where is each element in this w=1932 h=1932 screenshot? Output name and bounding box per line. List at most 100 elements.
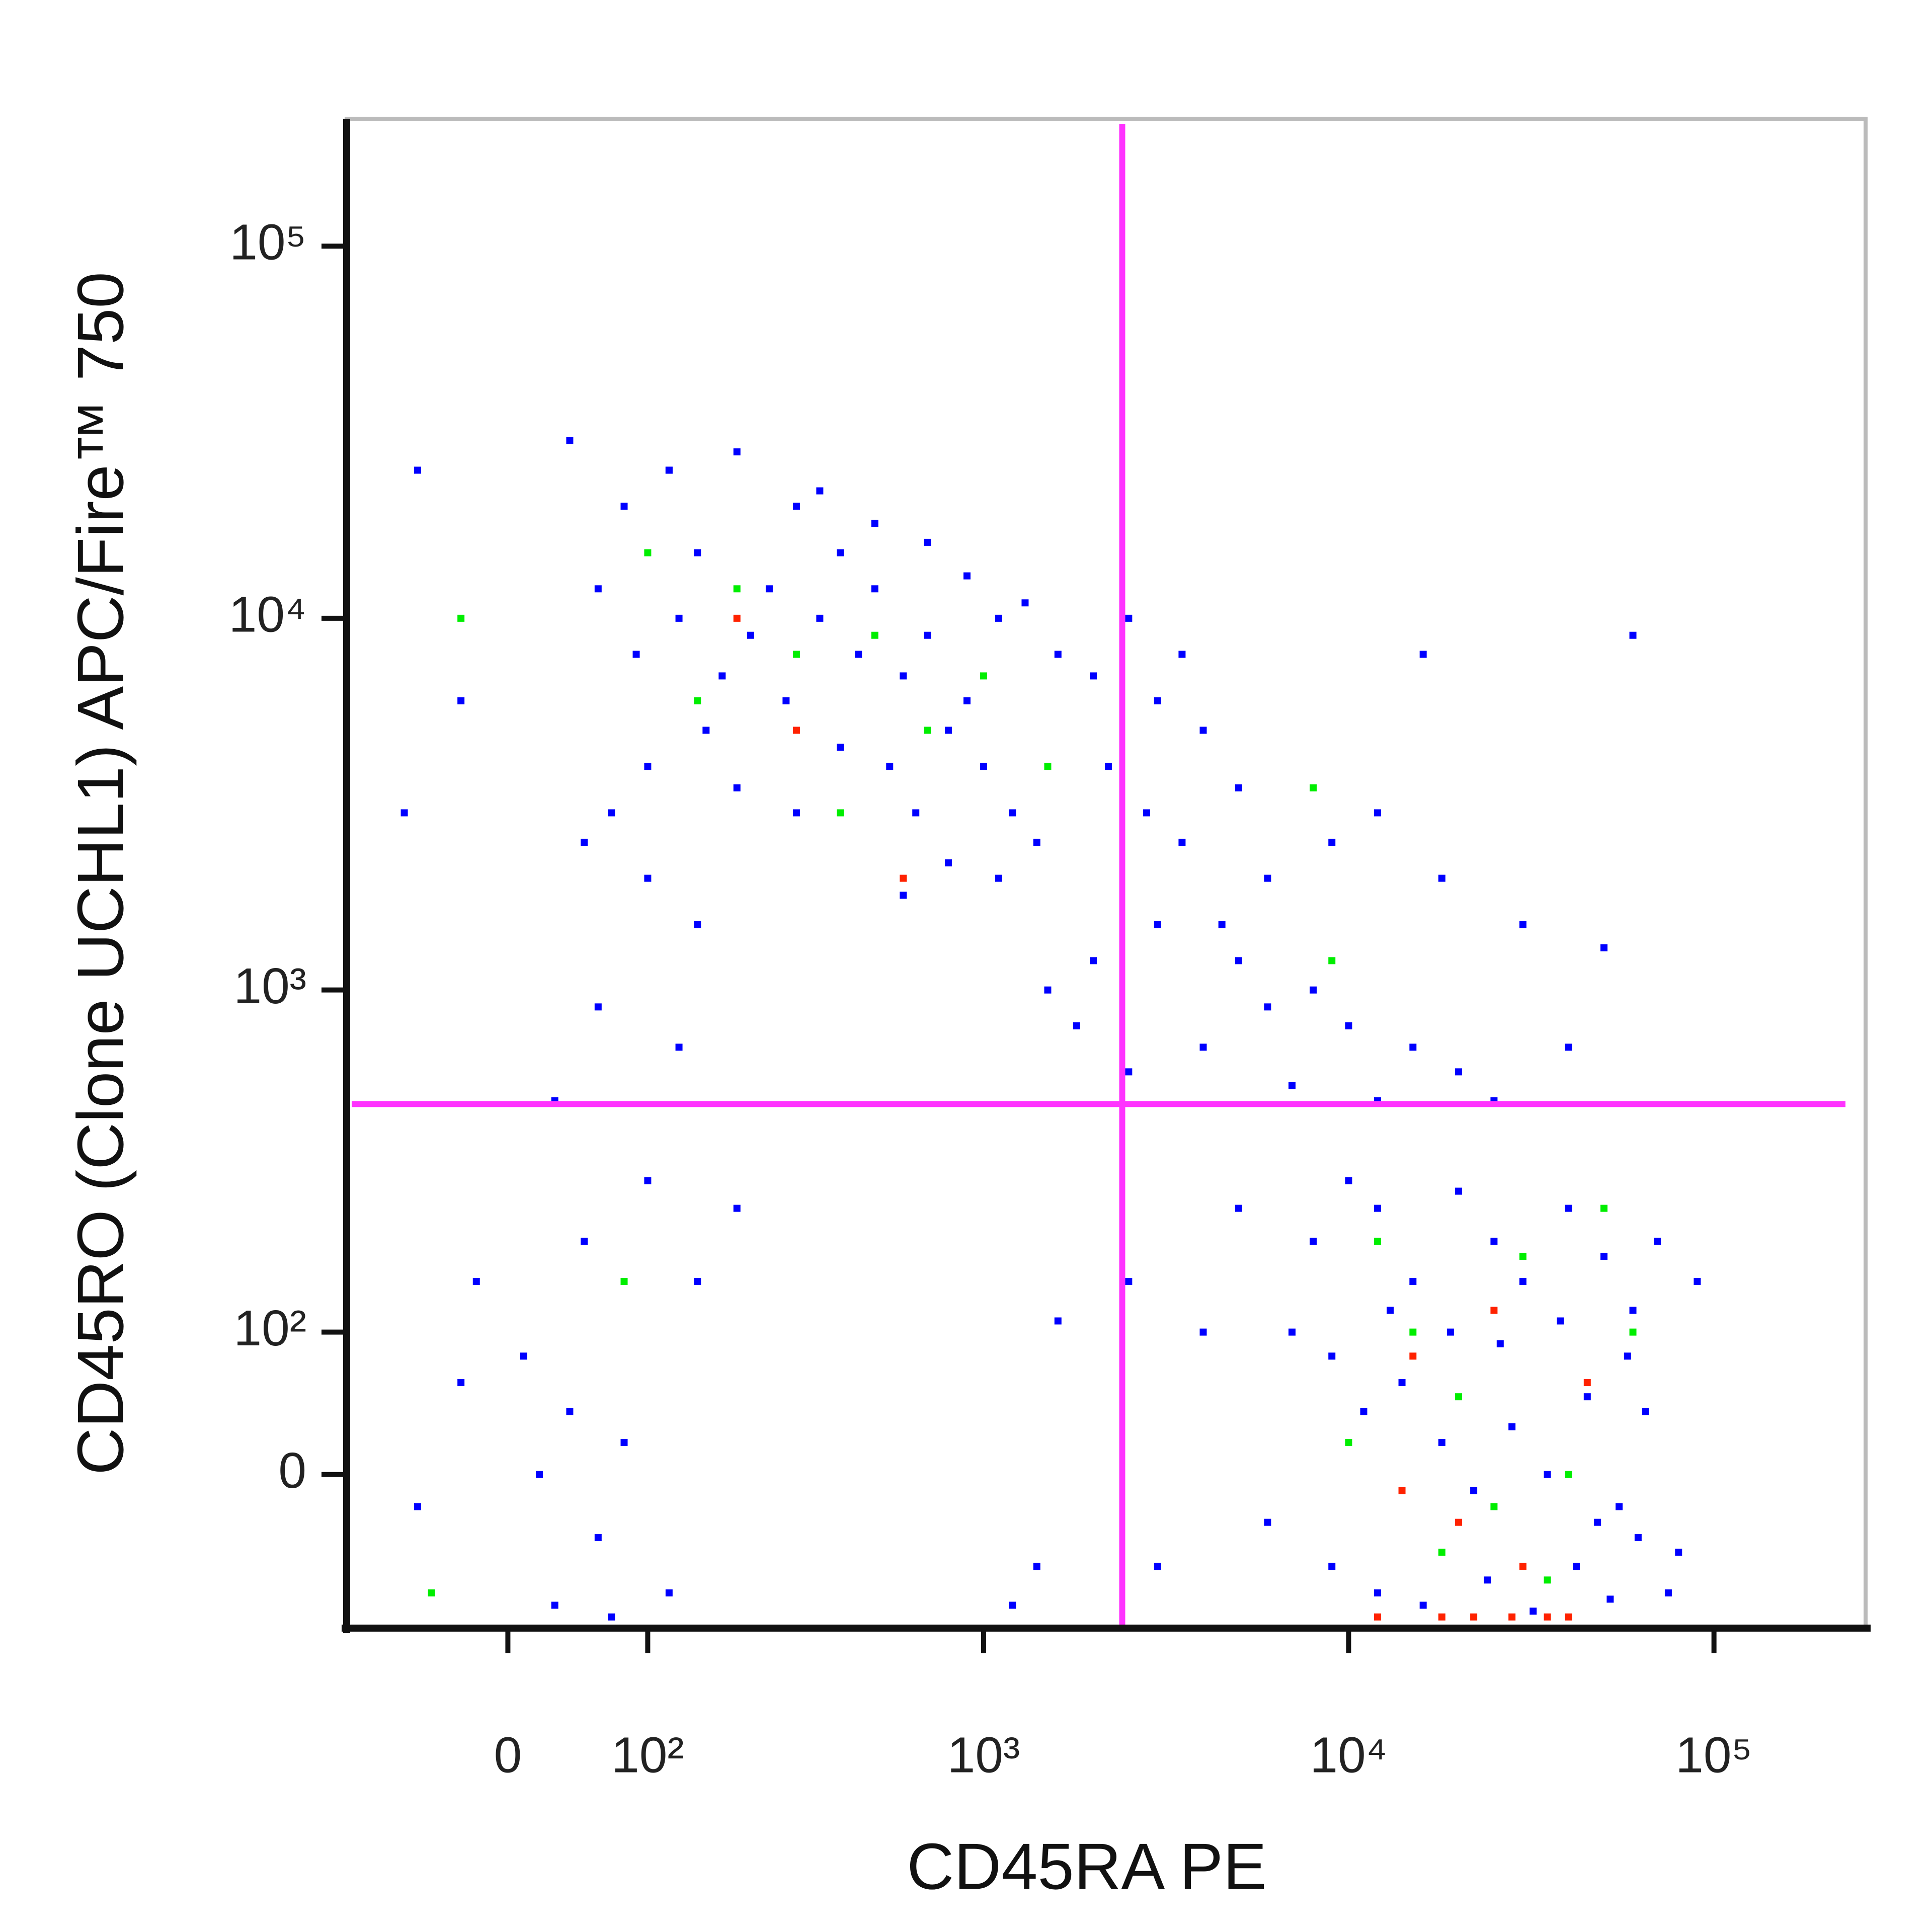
dot (1508, 1423, 1516, 1430)
dot (1583, 1393, 1591, 1401)
dot (608, 809, 615, 817)
dot (900, 892, 907, 899)
dot (620, 1277, 628, 1285)
dot (594, 1003, 602, 1011)
y-axis-title: CD45RO (Clone UCHL1) APC/Fire™ 750 (63, 272, 137, 1475)
dot (1642, 1408, 1649, 1415)
dot (792, 503, 800, 510)
dot (1125, 1277, 1133, 1285)
dot (694, 549, 701, 556)
dot (1530, 1607, 1537, 1615)
y-tick-label: 10⁴ (229, 586, 306, 642)
dot (924, 538, 931, 546)
dot (675, 614, 683, 622)
dot (1438, 1549, 1445, 1556)
dot (963, 572, 971, 580)
dot (912, 809, 920, 817)
dot (1583, 1379, 1591, 1387)
dot (1143, 809, 1151, 817)
dot (945, 727, 952, 734)
dot (1328, 839, 1336, 846)
dot (1484, 1576, 1491, 1584)
dot (792, 809, 800, 817)
dot (1490, 1307, 1498, 1314)
dot (747, 631, 754, 639)
dot (1235, 957, 1242, 964)
x-tick-label: 10³ (947, 1727, 1020, 1783)
dot (457, 697, 465, 704)
dot (1374, 1613, 1381, 1621)
dot (1360, 1408, 1367, 1415)
dot (782, 697, 790, 704)
dot (644, 874, 652, 882)
dot (1409, 1328, 1417, 1336)
dot (1073, 1022, 1080, 1029)
dot (1573, 1563, 1580, 1570)
dot (995, 614, 1002, 622)
dot (1033, 839, 1040, 846)
dot (1044, 986, 1052, 994)
dot (694, 1277, 701, 1285)
dot (733, 1204, 741, 1212)
dot (1374, 1589, 1381, 1597)
dot (1438, 1613, 1445, 1621)
dot (472, 1277, 480, 1285)
dot (1387, 1307, 1394, 1314)
dot (1033, 1563, 1040, 1570)
dot (816, 614, 824, 622)
dot (644, 1177, 652, 1184)
dot (1455, 1187, 1463, 1195)
dot (551, 1601, 558, 1609)
dot (1519, 1277, 1526, 1285)
dot (1438, 1438, 1445, 1446)
dot (566, 1408, 574, 1415)
dot (837, 549, 844, 556)
dot (837, 744, 844, 751)
dot (733, 585, 741, 593)
dot (400, 809, 408, 817)
dot (694, 921, 701, 928)
dot (1470, 1613, 1478, 1621)
dot (1446, 1328, 1454, 1336)
dot (995, 874, 1002, 882)
dot (1235, 784, 1242, 792)
dot (1594, 1518, 1601, 1526)
dot (1345, 1022, 1352, 1029)
dot (1565, 1043, 1572, 1051)
dot (1154, 921, 1161, 928)
dot (1328, 1563, 1336, 1570)
dot (871, 520, 878, 527)
dot (1054, 651, 1062, 658)
dot (1021, 599, 1029, 607)
dot (566, 437, 574, 444)
dot (702, 727, 710, 734)
dot (1218, 921, 1226, 928)
dot (1600, 944, 1608, 951)
dot (733, 614, 741, 622)
dot (620, 503, 628, 510)
dot (1565, 1613, 1572, 1621)
dot (1675, 1549, 1682, 1556)
dot (1438, 874, 1445, 882)
dot (1199, 1328, 1207, 1336)
dot (414, 1503, 422, 1510)
dot (594, 1534, 602, 1542)
dot (980, 763, 988, 770)
dot (792, 727, 800, 734)
y-tick-label: 10³ (233, 958, 306, 1014)
dot (1629, 631, 1637, 639)
dot (1125, 1068, 1133, 1076)
dot (1125, 614, 1133, 622)
dot (632, 651, 640, 658)
dot (1374, 1204, 1381, 1212)
dot (536, 1471, 543, 1478)
dot (1544, 1576, 1551, 1584)
dot (1409, 1043, 1417, 1051)
dot (886, 763, 894, 770)
y-tick-label: 0 (278, 1442, 306, 1499)
dot (1654, 1238, 1661, 1245)
dot (1345, 1438, 1352, 1446)
dot (594, 585, 602, 593)
